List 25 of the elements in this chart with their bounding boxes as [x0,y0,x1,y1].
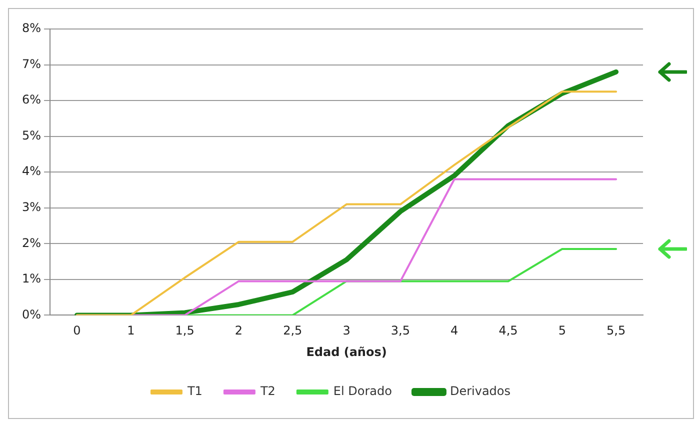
x-tick-label: 1,5 [175,324,194,338]
x-tick-label: 2 [234,324,243,338]
x-tick-label: 3 [342,324,350,338]
x-tick-label: 0 [73,324,81,338]
y-tick-label: 2% [22,236,42,250]
y-tick-label: 7% [22,56,42,71]
y-tick-label: 5% [22,128,42,142]
y-tick-label: 8% [22,21,42,36]
x-tick-label: 5,5 [606,324,626,338]
x-tick-label: 1 [127,324,135,338]
y-tick-label: 0% [22,307,42,322]
y-tick-label: 6% [22,92,42,107]
y-tick-label: 3% [22,200,42,214]
y-tick-label: 1% [22,272,42,286]
x-tick-label: 4,5 [498,324,518,338]
y-tick-label: 4% [22,164,42,178]
x-axis-title: Edad (años) [306,344,387,359]
x-tick-label: 5 [558,324,566,338]
legend-label: Derivados [450,384,511,398]
x-tick-label: 4 [450,324,458,338]
x-tick-label: 3,5 [390,324,410,338]
x-tick-label: 2,5 [283,324,302,338]
legend-label: T2 [259,384,276,398]
legend-label: El Dorado [333,384,392,398]
legend-label: T1 [186,384,202,398]
